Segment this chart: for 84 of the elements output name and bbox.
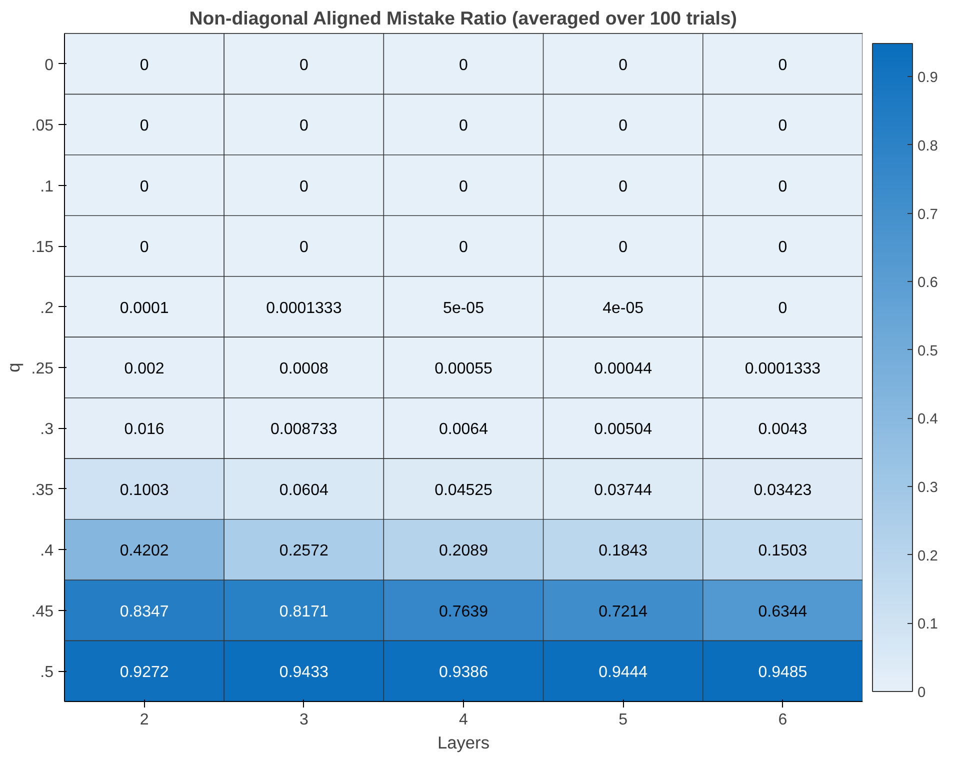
y-axis-title: q (3, 362, 24, 372)
data-label: 0.9386 (439, 664, 488, 682)
data-label: 0.4202 (120, 542, 169, 560)
y-tick-label: .2 (40, 300, 54, 317)
data-label: 0 (140, 178, 149, 196)
data-label: 0.9444 (598, 664, 648, 682)
data-label: 0.0008 (279, 360, 328, 378)
data-label: 0 (299, 118, 308, 135)
x-tick-label: 4 (459, 712, 468, 728)
data-label: 0.0064 (439, 421, 488, 438)
data-label: 0 (459, 118, 468, 135)
data-label: 0 (618, 118, 628, 135)
color-bar-label: 0 (918, 685, 926, 701)
data-label: 0.0043 (758, 421, 808, 438)
data-label: 0.03423 (754, 482, 812, 499)
x-tick-label: 5 (618, 712, 628, 728)
color-bar-label: 0.2 (918, 548, 938, 564)
y-tick-label: .1 (40, 178, 54, 196)
x-axis-title: Layers (437, 732, 490, 752)
data-label: 0.7639 (439, 603, 488, 620)
data-label: 0 (778, 56, 788, 74)
y-tick-label: .05 (31, 118, 54, 135)
x-tick-label: 3 (299, 712, 308, 728)
data-label: 0.1003 (120, 482, 169, 499)
color-bar-label: 0.1 (918, 616, 938, 633)
data-label: 0.2572 (279, 542, 328, 560)
chart-title: Non-diagonal Aligned Mistake Ratio (averaged over 100 trials) (189, 8, 738, 28)
y-tick-label: .15 (31, 239, 54, 256)
data-label: 0 (778, 118, 788, 135)
y-tick-label: .25 (31, 360, 54, 378)
data-label: 0.1503 (758, 542, 808, 560)
data-label: 0.002 (124, 360, 164, 378)
data-label: 0.00044 (594, 360, 652, 378)
data-label: 0.2089 (439, 542, 488, 560)
data-label: 0.016 (124, 421, 164, 438)
data-label: 0 (140, 56, 149, 74)
data-label: 0 (299, 56, 308, 74)
color-bar-label: 0.6 (918, 275, 938, 292)
color-bar-label: 0.7 (918, 206, 938, 223)
y-tick-label: 0 (44, 56, 54, 74)
data-label: 0 (299, 239, 308, 256)
color-bar-label: 0.8 (918, 138, 938, 154)
data-label: 0.9433 (279, 664, 328, 682)
y-tick-label: .35 (31, 482, 54, 499)
color-bar-label: 0.9 (918, 70, 938, 86)
data-label: 0 (778, 178, 788, 196)
y-tick-label: .4 (40, 542, 54, 560)
data-label: 0 (299, 178, 308, 196)
data-label: 0.6344 (758, 603, 808, 620)
data-label: 0 (778, 300, 788, 317)
x-tick-label: 2 (140, 712, 149, 728)
data-label: 0.008733 (270, 421, 338, 438)
data-label: 0.0001333 (744, 360, 821, 378)
data-label: 0 (140, 239, 149, 256)
y-tick-label: .45 (31, 603, 54, 620)
data-label: 0.04525 (434, 482, 493, 499)
data-label: 0 (459, 56, 468, 74)
color-bar-label: 0.4 (918, 412, 938, 428)
data-label: 0 (618, 178, 628, 196)
data-label: 0 (459, 178, 468, 196)
data-label: 0.8171 (279, 603, 328, 620)
color-bar-label: 0.3 (918, 480, 938, 496)
data-label: 0.0604 (279, 482, 328, 499)
y-tick-label: .5 (40, 664, 54, 682)
data-label: 0.00055 (434, 360, 493, 378)
data-label: 0.00504 (594, 421, 652, 438)
data-label: 0 (140, 118, 149, 135)
y-tick-label: .3 (40, 421, 54, 438)
color-bar-label: 0.5 (918, 343, 938, 360)
data-label: 0 (778, 239, 788, 256)
data-label: 0 (618, 239, 628, 256)
data-label: 0 (618, 56, 628, 74)
data-label: 0 (459, 239, 468, 256)
x-tick-label: 6 (778, 712, 788, 728)
data-label: 4e-05 (602, 300, 644, 317)
data-label: 0.03744 (594, 482, 652, 499)
data-label: 0.9485 (758, 664, 808, 682)
data-label: 0.0001333 (266, 300, 342, 317)
data-label: 0.7214 (598, 603, 648, 620)
data-label: 0.1843 (598, 542, 648, 560)
data-label: 0.0001 (120, 300, 169, 317)
data-label: 0.9272 (120, 664, 169, 682)
data-label: 5e-05 (443, 300, 484, 317)
data-label: 0.8347 (120, 603, 169, 620)
